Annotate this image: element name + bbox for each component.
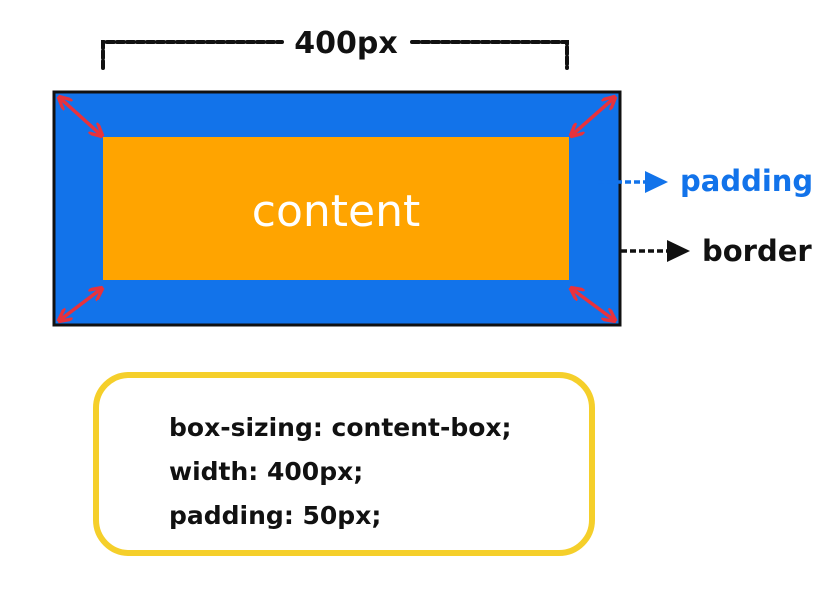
corner-arrow-bottom-right: [572, 289, 614, 320]
corner-arrows: [60, 98, 614, 320]
padding-label: padding: [680, 164, 813, 198]
border-arrow: [621, 240, 690, 262]
content-label: content: [252, 186, 420, 237]
border-label: border: [702, 234, 812, 268]
code-line-width: width: 400px;: [169, 457, 364, 486]
padding-arrow: [598, 171, 668, 193]
corner-arrow-top-right: [572, 98, 614, 135]
width-bracket: [101, 40, 569, 70]
code-line-box-sizing: box-sizing: content-box;: [169, 413, 512, 442]
corner-arrow-top-left: [60, 98, 101, 135]
width-label: 400px: [294, 26, 397, 61]
code-line-padding: padding: 50px;: [169, 501, 382, 530]
code-box: box-sizing: content-box; width: 400px; p…: [93, 372, 595, 556]
corner-arrow-bottom-left: [60, 289, 101, 320]
content-area: [103, 137, 569, 280]
